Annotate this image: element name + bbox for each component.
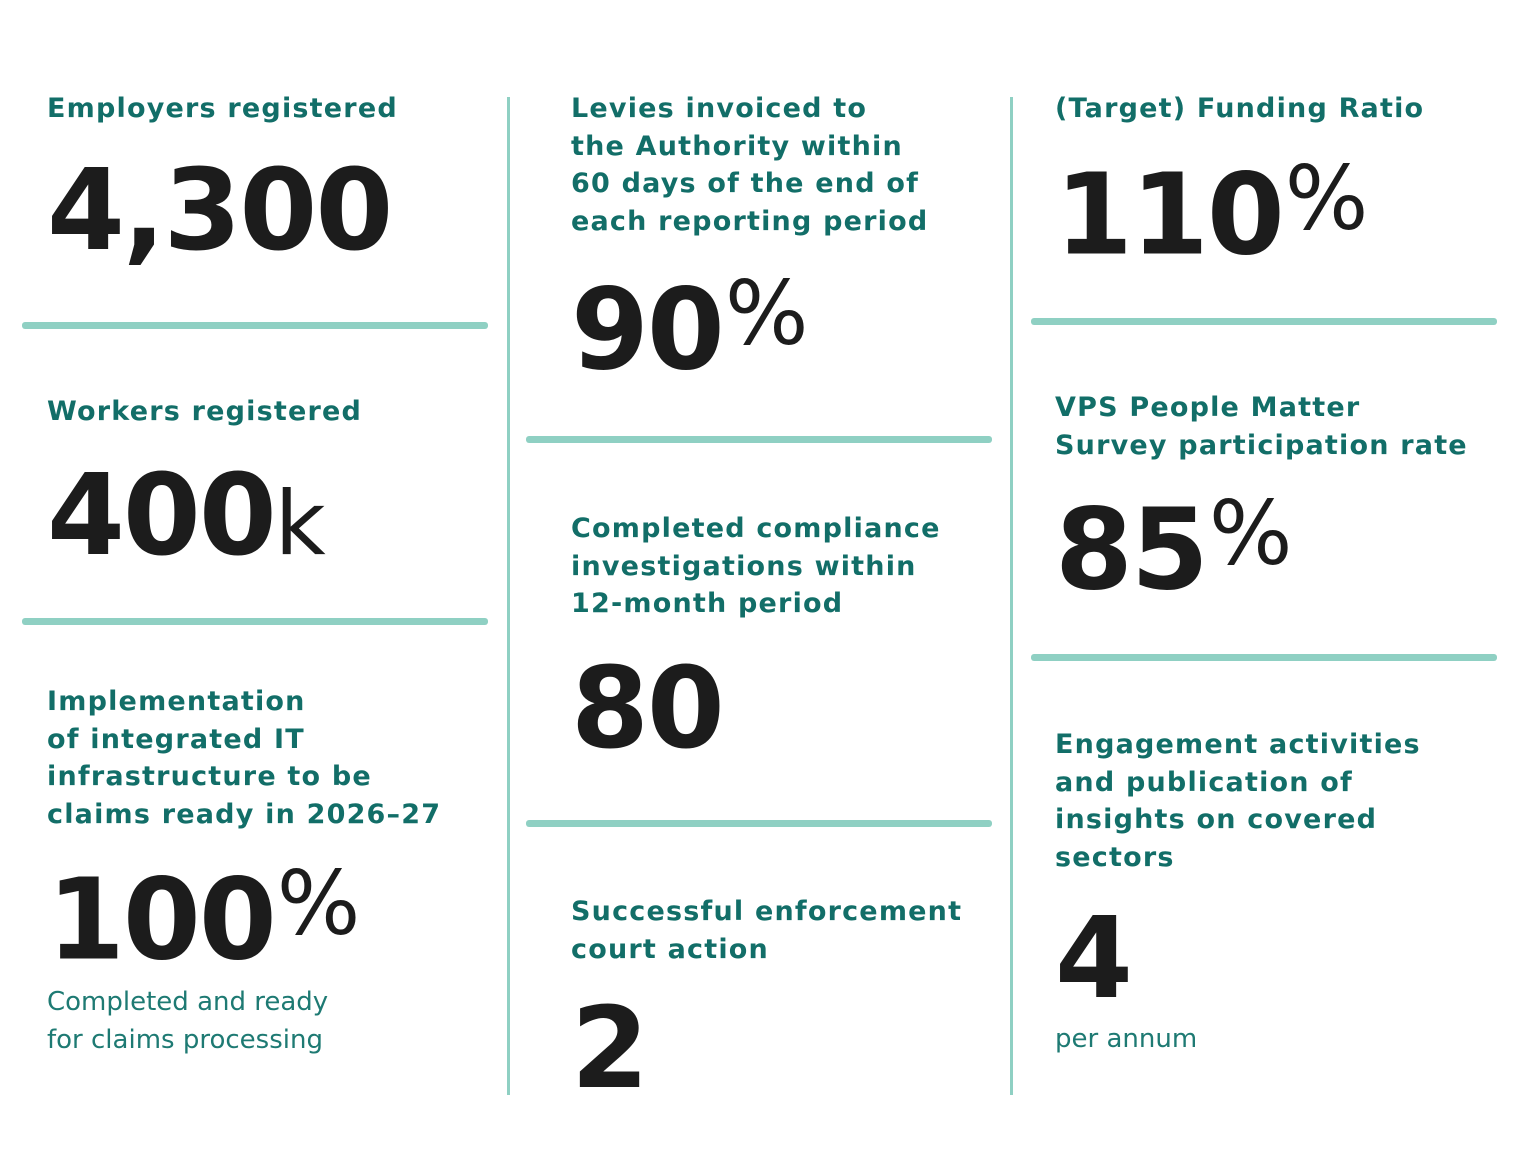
stat-block: VPS People Matter Survey participation ra…: [1055, 389, 1468, 607]
stat-value: 100%: [47, 860, 360, 977]
label-line: Implementation: [47, 686, 306, 717]
stat-label: Engagement activities and publication of i…: [1055, 726, 1421, 876]
label-line: Successful enforcement: [571, 896, 963, 927]
value-unit: %: [724, 262, 809, 365]
note-line: per annum: [1055, 1024, 1198, 1054]
stat-block: (Target) Funding Ratio 110%: [1055, 90, 1424, 272]
stat-value: 85%: [1055, 490, 1292, 607]
label-line: Workers registered: [47, 396, 363, 427]
stat-value: 110%: [1055, 155, 1368, 272]
label-line: infrastructure to be: [47, 761, 372, 792]
row-divider: [22, 322, 488, 329]
value-number: 2: [571, 984, 649, 1114]
note-line: Completed and ready: [47, 987, 329, 1017]
value-unit: %: [276, 852, 361, 955]
value-number: 90: [571, 265, 725, 396]
stat-note: Completed and ready for claims processing: [47, 983, 328, 1059]
label-line: Engagement activities: [1055, 729, 1421, 760]
row-divider: [526, 820, 992, 827]
row-divider: [1031, 654, 1497, 661]
stat-label: Implementation of integrated IT infrastruc…: [47, 683, 441, 833]
label-line: sectors: [1055, 841, 1175, 873]
value-unit: %: [1208, 482, 1293, 585]
stat-block: Implementation of integrated IT infrastruc…: [47, 683, 441, 1055]
stat-value: 90%: [571, 270, 808, 387]
stat-block: Workers registered 400k: [47, 393, 362, 572]
label-line: Levies invoiced to: [571, 93, 868, 124]
label-line: (Target) Funding Ratio: [1055, 93, 1425, 124]
stat-label: Levies invoiced to the Authority within 60…: [571, 90, 928, 240]
stat-label: (Target) Funding Ratio: [1055, 90, 1424, 128]
label-line: 12-month period: [571, 588, 844, 619]
value-number: 400: [47, 451, 277, 581]
label-line: and publication of: [1055, 766, 1354, 798]
value-unit: %: [1284, 147, 1369, 250]
stat-value: 80: [571, 653, 725, 765]
label-line: Survey participation rate: [1055, 429, 1468, 461]
label-line: investigations within: [571, 550, 917, 582]
column-divider: [1010, 97, 1013, 1095]
label-line: court action: [571, 933, 769, 965]
row-divider: [1031, 318, 1497, 325]
value-number: 110: [1055, 150, 1285, 281]
stat-note: per annum: [1055, 1020, 1197, 1058]
value-unit: k: [274, 472, 326, 575]
label-line: Completed compliance: [571, 513, 941, 544]
stat-label: Successful enforcement court action: [571, 893, 962, 968]
label-line: VPS People Matter: [1055, 392, 1361, 423]
stat-value: 4,300: [47, 155, 393, 267]
stat-label: Completed compliance investigations withi…: [571, 510, 941, 623]
stat-value: 4: [1055, 903, 1133, 1015]
value-number: 80: [571, 644, 725, 774]
column-divider: [507, 97, 510, 1095]
label-line: each reporting period: [571, 205, 929, 237]
value-number: 100: [47, 855, 277, 986]
value-number: 85: [1055, 485, 1209, 616]
label-line: insights on covered: [1055, 804, 1378, 835]
label-line: claims ready in 2026–27: [47, 798, 442, 830]
note-line: for claims processing: [47, 1025, 323, 1055]
stat-label: VPS People Matter Survey participation ra…: [1055, 389, 1468, 464]
label-line: Employers registered: [47, 93, 398, 124]
stat-block: Successful enforcement court action 2: [571, 893, 962, 1105]
stat-label: Workers registered: [47, 393, 362, 431]
value-number: 4: [1055, 894, 1133, 1024]
stat-block: Completed compliance investigations withi…: [571, 510, 941, 765]
value-number: 4,300: [47, 146, 393, 276]
row-divider: [526, 436, 992, 443]
stat-block: Engagement activities and publication of i…: [1055, 726, 1421, 1054]
stat-block: Employers registered 4,300: [47, 90, 398, 267]
label-line: of integrated IT: [47, 723, 305, 755]
row-divider: [22, 618, 488, 625]
stat-value: 2: [571, 993, 649, 1105]
stat-label: Employers registered: [47, 90, 398, 128]
stat-block: Levies invoiced to the Authority within 60…: [571, 90, 928, 387]
label-line: 60 days of the end of: [571, 168, 920, 199]
stat-value: 400k: [47, 460, 326, 572]
label-line: the Authority within: [571, 130, 903, 162]
